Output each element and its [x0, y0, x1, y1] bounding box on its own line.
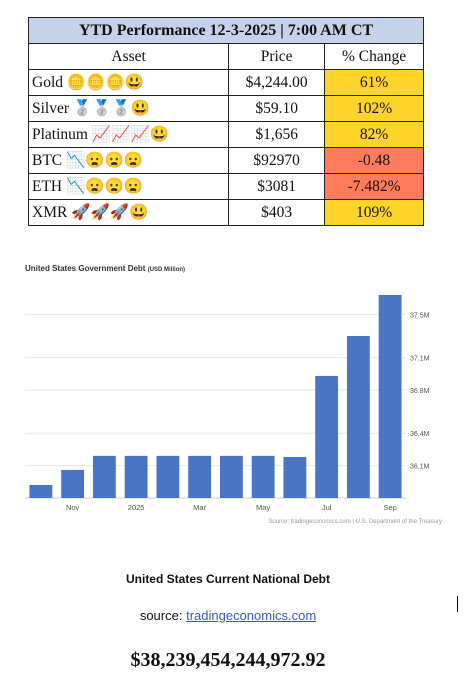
header-cell: Price	[228, 43, 326, 70]
bar	[92, 455, 116, 498]
debt-title: United States Current National Debt	[125, 572, 331, 586]
y-tick-label: 36.1M	[410, 464, 430, 471]
price-cell: $92970	[228, 147, 326, 174]
chart: United States Government Debt (USD Milli…	[25, 264, 442, 525]
performance-table: YTD Performance 12-3-2025 | 7:00 AM CT A…	[27, 17, 424, 226]
asset-cell: Platinum 📈📈📈😃	[27, 121, 230, 148]
text-cursor	[457, 596, 458, 612]
bar	[251, 455, 275, 498]
table-title: YTD Performance 12-3-2025 | 7:00 AM CT	[28, 17, 424, 44]
bar	[61, 469, 85, 498]
x-tick-label: Mar	[193, 503, 206, 512]
bar	[156, 455, 180, 498]
change-cell: 82%	[324, 121, 424, 148]
asset-cell: BTC 📉😦😦😦	[27, 147, 230, 174]
debt-value: $38,239,454,244,972.92	[130, 649, 326, 671]
asset-cell: Silver 🥈🥈🥈😃	[27, 95, 230, 122]
bar	[378, 294, 402, 498]
y-tick-label: 37.1M	[410, 356, 430, 363]
bar	[346, 336, 370, 498]
x-tick-label: Jul	[322, 503, 332, 512]
bar	[188, 455, 212, 498]
y-tick-label: 36.8M	[410, 388, 430, 395]
y-tick-label: 36.4M	[410, 431, 430, 438]
bar	[219, 455, 243, 498]
chart-source: Source: tradingeconomics.com | U.S. Depa…	[268, 519, 442, 525]
chart-title-group: United States Government Debt (USD Milli…	[25, 264, 185, 273]
x-tick-label: Sep	[383, 503, 396, 512]
price-cell: $403	[228, 199, 326, 226]
asset-cell: ETH 📉😦😦😦	[27, 173, 230, 200]
change-cell: 109%	[324, 199, 424, 226]
y-tick-label: 37.5M	[410, 312, 430, 319]
bar	[124, 455, 148, 498]
price-cell: $4,244.00	[228, 69, 326, 96]
asset-cell: XMR 🚀🚀🚀😃	[27, 199, 230, 226]
header-cell: % Change	[324, 43, 424, 70]
debt-source: source: tradingeconomics.com	[0, 608, 456, 623]
change-cell: 61%	[324, 69, 424, 96]
source-link[interactable]: tradingeconomics.com	[186, 608, 317, 623]
bar	[283, 456, 307, 498]
source-label: source:	[139, 608, 183, 623]
change-cell: -0.48	[324, 147, 424, 174]
change-cell: 102%	[324, 95, 424, 122]
change-cell: -7.482%	[324, 173, 424, 200]
header-cell: Asset	[27, 43, 230, 70]
asset-cell: Gold 🪙🪙🪙😃	[27, 69, 230, 96]
x-tick-label: May	[256, 503, 270, 512]
price-cell: $59.10	[228, 95, 326, 122]
bar	[315, 375, 339, 498]
x-tick-label: Nov	[66, 503, 80, 512]
chart-title: United States Government Debt	[25, 264, 146, 273]
chart-subtitle: (USD Million)	[148, 267, 185, 273]
price-cell: $1,656	[228, 121, 326, 148]
x-tick-label: 2025	[128, 503, 145, 512]
price-cell: $3081	[228, 173, 326, 200]
bar	[29, 485, 53, 498]
